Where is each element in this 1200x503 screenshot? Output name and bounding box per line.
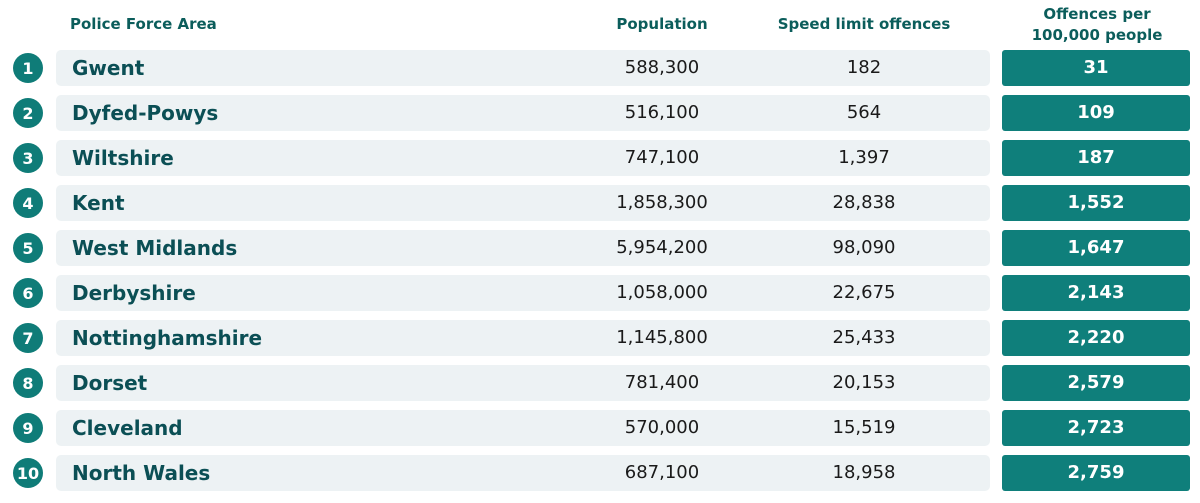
rank-badge: 3 — [13, 143, 43, 173]
offences: 28,838 — [832, 192, 896, 213]
population: 687,100 — [624, 462, 700, 483]
offences-per-100k: 1,647 — [1002, 230, 1190, 266]
population: 5,954,200 — [616, 237, 708, 258]
force-name: Gwent — [72, 56, 145, 80]
offences: 20,153 — [832, 372, 896, 393]
offences: 25,433 — [832, 327, 896, 348]
row-background — [56, 50, 990, 86]
header-offences: Speed limit offences — [777, 15, 951, 33]
header-rate: Offences per 100,000 people — [1031, 5, 1163, 44]
offences-per-100k: 109 — [1002, 95, 1190, 131]
force-name: North Wales — [72, 461, 211, 485]
offences-per-100k: 2,723 — [1002, 410, 1190, 446]
rank-badge: 5 — [13, 233, 43, 263]
offences: 15,519 — [832, 417, 896, 438]
population: 1,858,300 — [616, 192, 708, 213]
row-background — [56, 455, 990, 491]
offences: 18,958 — [832, 462, 896, 483]
rank-badge: 8 — [13, 368, 43, 398]
force-name: Dyfed-Powys — [72, 101, 219, 125]
row-background — [56, 275, 990, 311]
row-background — [56, 140, 990, 176]
rank-badge: 6 — [13, 278, 43, 308]
force-name: Nottinghamshire — [72, 326, 263, 350]
header-area: Police Force Area — [70, 15, 217, 33]
force-name: Dorset — [72, 371, 148, 395]
population: 747,100 — [624, 147, 700, 168]
population: 1,058,000 — [616, 282, 708, 303]
rank-badge: 2 — [13, 98, 43, 128]
population: 781,400 — [624, 372, 700, 393]
offences-per-100k: 31 — [1002, 50, 1190, 86]
row-background — [56, 410, 990, 446]
row-background — [56, 95, 990, 131]
offences-per-100k: 2,579 — [1002, 365, 1190, 401]
force-name: Wiltshire — [72, 146, 174, 170]
offences: 22,675 — [832, 282, 896, 303]
population: 1,145,800 — [616, 327, 708, 348]
offences-per-100k: 2,143 — [1002, 275, 1190, 311]
offences: 182 — [846, 57, 882, 78]
rank-badge: 1 — [13, 53, 43, 83]
rank-badge: 10 — [13, 458, 43, 488]
offences: 564 — [846, 102, 882, 123]
offences-per-100k: 2,759 — [1002, 455, 1190, 491]
force-name: Kent — [72, 191, 125, 215]
offences-per-100k: 187 — [1002, 140, 1190, 176]
rank-badge: 7 — [13, 323, 43, 353]
offences: 98,090 — [832, 237, 896, 258]
force-name: Cleveland — [72, 416, 183, 440]
offences-per-100k: 1,552 — [1002, 185, 1190, 221]
rank-badge: 9 — [13, 413, 43, 443]
header-population: Population — [616, 15, 708, 33]
rank-badge: 4 — [13, 188, 43, 218]
offences: 1,397 — [838, 147, 890, 168]
offences-per-100k: 2,220 — [1002, 320, 1190, 356]
population: 570,000 — [624, 417, 700, 438]
population: 516,100 — [624, 102, 700, 123]
force-name: Derbyshire — [72, 281, 196, 305]
row-background — [56, 320, 990, 356]
force-name: West Midlands — [72, 236, 238, 260]
row-background — [56, 185, 990, 221]
row-background — [56, 230, 990, 266]
population: 588,300 — [624, 57, 700, 78]
row-background — [56, 365, 990, 401]
